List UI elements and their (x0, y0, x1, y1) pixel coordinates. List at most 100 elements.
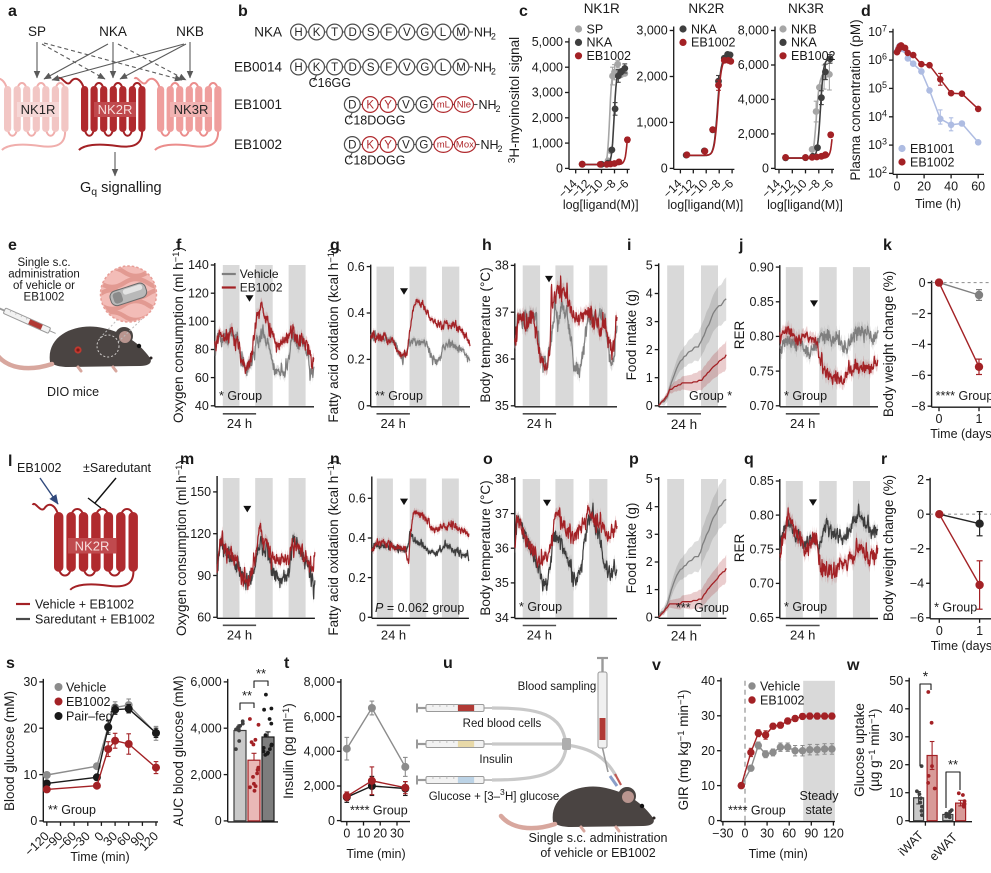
svg-text:EB1002: EB1002 (240, 281, 283, 295)
svg-text:140: 140 (188, 258, 209, 272)
svg-text:4: 4 (646, 287, 653, 301)
svg-text:EB1002: EB1002 (24, 292, 65, 304)
svg-text:state: state (805, 803, 832, 817)
svg-text:p: p (629, 451, 639, 468)
svg-text:K: K (313, 62, 321, 74)
svg-text:NK2R: NK2R (75, 539, 110, 554)
svg-text:2,000: 2,000 (532, 111, 563, 125)
svg-text:120: 120 (188, 286, 209, 300)
svg-text:b: b (238, 3, 248, 20)
svg-text:EB1002: EB1002 (791, 49, 836, 63)
svg-text:g: g (330, 237, 340, 254)
svg-text:V: V (403, 27, 411, 39)
svg-text:−2: −2 (910, 542, 924, 556)
svg-text:Vehicle + EB1002: Vehicle + EB1002 (35, 598, 134, 612)
svg-text:Single s.c.: Single s.c. (17, 257, 70, 269)
svg-text:0: 0 (646, 611, 653, 625)
svg-text:log[ligand(M)]: log[ligand(M)] (668, 198, 744, 212)
svg-text:3: 3 (500, 787, 505, 797)
svg-text:0.80: 0.80 (749, 330, 773, 344)
svg-text:** Group: ** Group (375, 389, 423, 403)
svg-text:EB1002: EB1002 (17, 461, 62, 475)
svg-text:G: G (420, 62, 429, 74)
svg-text:NKA: NKA (254, 25, 282, 40)
svg-text:37: 37 (495, 507, 509, 521)
svg-text:F: F (385, 62, 392, 74)
svg-text:j: j (738, 237, 743, 254)
svg-text:10: 10 (357, 827, 371, 841)
svg-text:5: 5 (646, 259, 653, 273)
svg-text:40: 40 (701, 674, 715, 688)
svg-text:NKB: NKB (791, 22, 817, 36)
svg-text:S: S (367, 62, 375, 74)
svg-text:T: T (331, 62, 338, 74)
svg-text:1: 1 (646, 583, 653, 597)
svg-text:Y: Y (384, 139, 392, 151)
svg-text:of vehicle or: of vehicle or (13, 280, 75, 292)
svg-text:−2: −2 (911, 307, 925, 321)
svg-text:10: 10 (23, 768, 37, 782)
svg-text:of vehicle or EB1002: of vehicle or EB1002 (540, 846, 655, 860)
svg-text:0: 0 (762, 162, 769, 176)
svg-text:0.75: 0.75 (749, 364, 773, 378)
svg-text:Time (min): Time (min) (70, 850, 129, 864)
svg-text:0: 0 (328, 814, 335, 828)
svg-text:0.2: 0.2 (347, 353, 364, 367)
svg-text:20: 20 (373, 827, 387, 841)
svg-text:EB1001: EB1001 (910, 142, 955, 156)
svg-text:SP: SP (28, 24, 46, 39)
svg-text:37: 37 (495, 305, 509, 319)
svg-text:Time (h): Time (h) (915, 197, 961, 211)
svg-text:NKA: NKA (691, 22, 717, 36)
svg-text:*: * (923, 668, 929, 684)
svg-text:Body temperature (°C): Body temperature (°C) (478, 267, 493, 402)
svg-text:L: L (440, 27, 447, 39)
svg-text:q: q (744, 451, 754, 468)
svg-text:Y: Y (384, 99, 392, 111)
svg-text:Body weight change (%): Body weight change (%) (881, 475, 896, 621)
svg-text:4,000: 4,000 (304, 745, 335, 759)
svg-text:i: i (627, 237, 631, 254)
svg-text:Body temperature (°C): Body temperature (°C) (478, 480, 493, 615)
svg-text:80: 80 (195, 343, 209, 357)
svg-text:NK3R: NK3R (174, 102, 209, 117)
svg-text:24 h: 24 h (527, 416, 552, 431)
svg-text:Glucose + [3–: Glucose + [3– (429, 791, 501, 803)
svg-text:36: 36 (495, 352, 509, 366)
svg-text:* Group: * Group (784, 389, 827, 403)
svg-text:EB1002: EB1002 (234, 137, 282, 152)
svg-text:6,000: 6,000 (190, 675, 221, 689)
svg-text:D: D (348, 99, 356, 111)
svg-text:8,000: 8,000 (738, 24, 769, 38)
svg-text:NK2R: NK2R (98, 102, 133, 117)
svg-text:0: 0 (556, 162, 563, 176)
svg-text:a: a (8, 3, 17, 20)
svg-text:20: 20 (23, 722, 37, 736)
svg-text:2: 2 (498, 144, 503, 154)
svg-text:2,000: 2,000 (738, 127, 769, 141)
svg-text:NH: NH (474, 26, 492, 40)
svg-text:NK3R: NK3R (788, 1, 824, 16)
svg-text:EB1002: EB1002 (587, 49, 632, 63)
svg-text:Vehicle: Vehicle (760, 680, 800, 694)
svg-text:20: 20 (917, 179, 931, 193)
svg-text:l: l (8, 453, 12, 470)
svg-text:±Saredutant: ±Saredutant (83, 461, 152, 475)
svg-text:90: 90 (197, 569, 211, 583)
svg-text:c: c (519, 3, 528, 20)
svg-text:10: 10 (701, 779, 715, 793)
svg-text:GIR (mg kg−1 min−1): GIR (mg kg−1 min−1) (676, 690, 691, 811)
svg-text:* Group: * Group (519, 600, 562, 614)
svg-text:**: ** (948, 757, 958, 772)
svg-text:0: 0 (30, 814, 37, 828)
svg-text:24 h: 24 h (381, 627, 406, 642)
svg-text:4,000: 4,000 (738, 93, 769, 107)
svg-text:36: 36 (495, 542, 509, 556)
svg-text:NH: NH (479, 98, 497, 112)
svg-text:0: 0 (358, 399, 365, 413)
svg-text:(µg g−1 min−1): (µg g−1 min−1) (867, 709, 882, 792)
svg-text:24 h: 24 h (227, 627, 252, 642)
svg-text:0: 0 (343, 827, 350, 841)
svg-text:Vehicle: Vehicle (66, 680, 106, 694)
svg-text:V: V (402, 99, 410, 111)
